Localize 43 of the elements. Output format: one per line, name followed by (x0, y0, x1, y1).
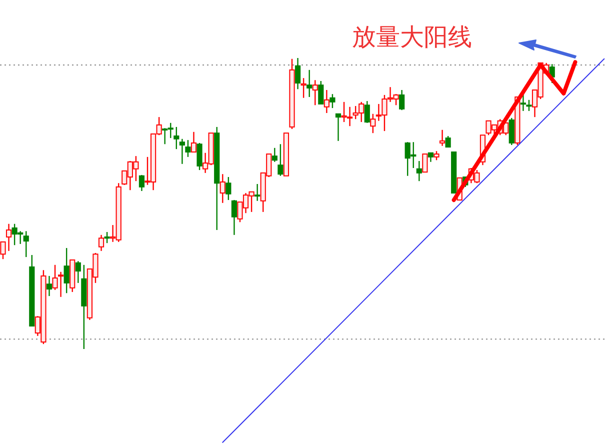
candlestick (75, 260, 81, 284)
candlestick (335, 113, 342, 142)
candlestick (254, 183, 260, 202)
candlestick (98, 234, 104, 252)
candlestick (330, 93, 336, 109)
candlestick (399, 89, 405, 111)
candlestick (526, 99, 532, 112)
candlestick (300, 77, 306, 98)
candlestick (428, 152, 434, 162)
candlestick (324, 89, 330, 114)
candlestick (439, 129, 446, 146)
text: 放量大阳线 (352, 25, 472, 51)
candlestick (508, 117, 514, 146)
candlestick (231, 199, 237, 236)
candlestick (174, 126, 180, 150)
candlestick (58, 271, 64, 298)
candlestick (138, 174, 145, 192)
candlestick (434, 150, 440, 161)
candlestick (312, 80, 318, 106)
candlestick (278, 144, 284, 176)
candlestick (318, 80, 324, 105)
candlestick (220, 174, 226, 204)
candlestick (46, 275, 52, 297)
candlestick (64, 247, 70, 294)
candlestick (190, 131, 197, 153)
candlestick (520, 92, 526, 112)
candlestick (416, 160, 422, 182)
candlestick (370, 113, 376, 134)
candlestick (179, 138, 185, 165)
candlestick (294, 57, 301, 90)
candlestick (196, 142, 202, 171)
candlestick (422, 154, 428, 173)
candlestick (104, 231, 110, 244)
candlestick (23, 230, 29, 258)
candlestick (6, 223, 12, 252)
candlestick (364, 100, 370, 124)
candlestick (445, 135, 451, 148)
candlestick (226, 176, 232, 201)
candlestick (306, 69, 312, 98)
candlestick (0, 241, 6, 260)
candlestick (52, 264, 58, 291)
candlestick (185, 139, 191, 158)
candlestick (272, 147, 278, 162)
